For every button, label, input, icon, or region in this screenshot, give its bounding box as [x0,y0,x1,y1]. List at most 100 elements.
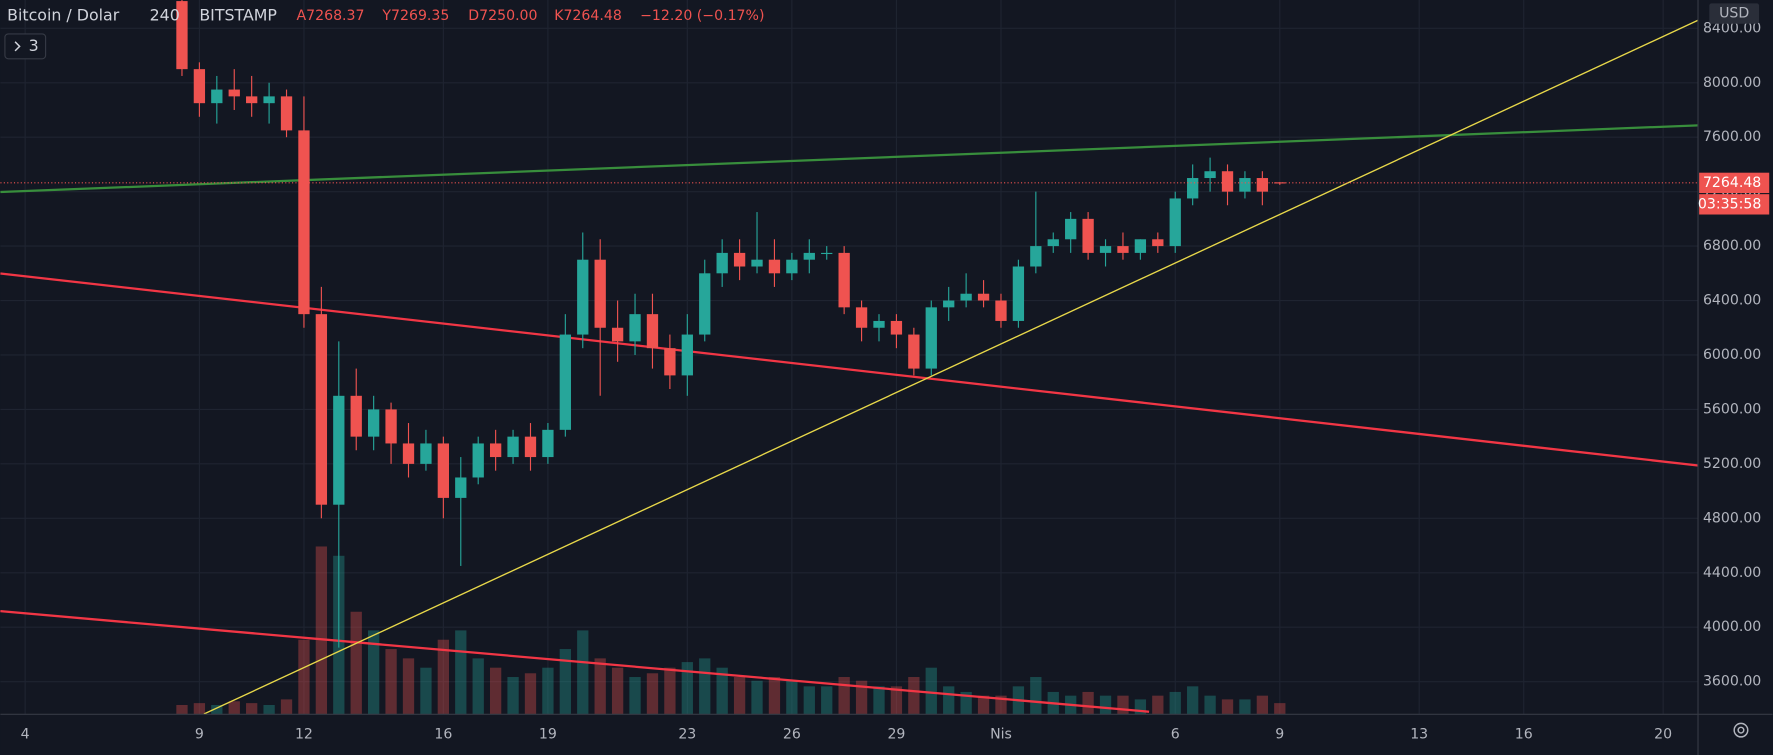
candle-body [838,252,850,308]
candle-body [402,443,415,464]
volume-bar [716,667,728,715]
volume-bar [943,686,955,715]
candle-body [733,252,746,267]
x-tick-label: 26 [783,727,801,743]
x-tick-label: 16 [434,727,452,743]
y-tick-label: 6400.00 [1703,293,1761,309]
x-tick-label: 4 [21,727,30,743]
volume-bar [246,703,258,715]
volume-bar [385,649,397,715]
candle-body [960,293,972,301]
volume-bar [890,686,903,715]
candle-body [280,96,293,131]
last-price-label: 7264.48 [1703,175,1761,191]
candle-body [908,334,920,369]
volume-bar [1187,686,1199,715]
volume-bar [368,630,380,715]
candle-body [1256,178,1269,192]
x-tick-label: 16 [1515,727,1533,743]
x-tick-label: 12 [295,727,313,743]
volume-bar [838,677,850,715]
volume-bar [646,673,659,715]
volume-bar [420,667,432,715]
candle-body [1047,239,1059,247]
volume-bar [524,673,537,715]
candle-body [420,443,432,464]
volume-bar [1030,677,1042,715]
volume-bar [1152,695,1164,715]
volume-bar [629,677,641,715]
volume-bar [472,658,484,715]
volume-bar [193,703,206,715]
candle-body [1221,171,1234,192]
candle-body [803,252,815,260]
candle-body [1065,218,1077,240]
currency-box [1709,3,1760,24]
candle-body [577,259,589,335]
candle-body [751,259,763,267]
volume-bar [873,686,885,715]
ohlc-low: D7250.00 [468,8,537,24]
candle-body [629,314,641,342]
volume-bar [280,699,293,715]
x-tick-label: 20 [1654,727,1672,743]
volume-bar [1099,695,1112,715]
candle-body [594,259,606,328]
volume-bar [803,686,815,715]
candle-body [664,348,676,376]
candle-body [699,273,711,335]
trend-line [0,124,1699,194]
candle-body [472,443,484,478]
candle-body [385,409,397,444]
candle-body [855,307,868,328]
trend-line [0,610,1150,713]
volume-bar [699,658,711,715]
volume-bar [1239,699,1251,715]
candle-body [1169,198,1181,247]
candle-body [925,307,937,369]
candle-body [1134,239,1147,253]
y-tick-label: 7600.00 [1703,129,1761,145]
volume-bar [176,704,188,715]
candle-body [489,443,502,458]
indicator-toggle[interactable]: 3 [4,33,47,60]
settings-icon[interactable] [1733,722,1749,738]
candle-body [977,293,990,301]
candle-body [821,252,833,255]
candle-body [716,252,728,274]
volume-bar [1082,691,1094,715]
volume-bar [751,680,763,715]
candle-body [524,436,537,458]
volume-bar [489,667,502,715]
symbol: Bitcoin / Dolar [7,5,120,24]
candle-body [873,320,885,328]
volume-bar [402,658,415,715]
candle-body [437,443,450,498]
countdown-box [1699,194,1770,215]
change: −12.20 (−0.17%) [640,8,764,24]
volume-bar [263,704,275,715]
candle-body [193,69,206,104]
volume-bar [577,630,589,715]
y-tick-label: 5600.00 [1703,401,1761,417]
volume-bar [908,677,920,715]
y-tick-label: 4400.00 [1703,565,1761,581]
candle-body [646,314,659,349]
volume-bar [768,677,781,715]
candle-body [1204,171,1216,179]
volume-bar [995,695,1007,715]
volume-bar [455,630,467,715]
trend-line [203,19,1699,715]
y-tick-label: 5200.00 [1703,456,1761,472]
candle-body [507,436,519,458]
candle-body [455,477,467,498]
y-tick-label: 6800.00 [1703,238,1761,254]
x-tick-label: 29 [887,727,905,743]
candle-body [1012,266,1025,321]
candle-body [211,89,223,104]
candle-body [246,96,258,104]
volume-bar [1274,703,1286,715]
candle-body [559,334,571,430]
volume-bar [1256,695,1269,715]
